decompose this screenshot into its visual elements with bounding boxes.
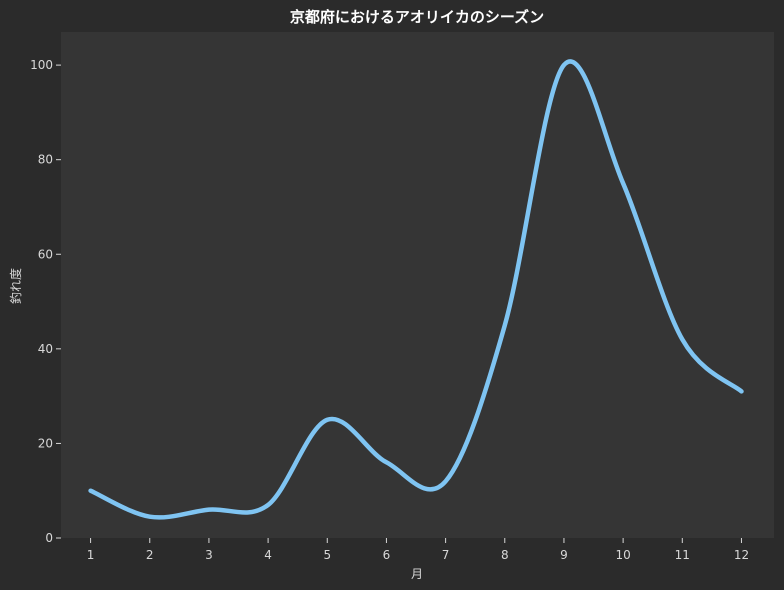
y-tick-label: 100 [30,58,53,72]
x-tick-label: 4 [264,548,272,562]
x-tick-label: 5 [323,548,331,562]
x-axis-label: 月 [411,567,423,581]
y-axis-label: 釣れ度 [8,268,23,304]
x-axis: 1 2 3 4 5 6 7 8 9 10 11 12 [87,538,749,562]
x-tick-label: 2 [146,548,154,562]
x-tick-label: 10 [615,548,630,562]
y-tick-label: 20 [38,436,53,450]
x-tick-label: 6 [383,548,391,562]
x-tick-label: 8 [501,548,509,562]
y-tick-label: 60 [38,247,53,261]
x-tick-label: 7 [442,548,450,562]
x-tick-label: 9 [560,548,568,562]
y-tick-label: 0 [45,531,53,545]
x-tick-label: 11 [675,548,690,562]
y-tick-label: 40 [38,342,53,356]
x-tick-label: 12 [734,548,749,562]
x-tick-label: 3 [205,548,213,562]
y-axis: 0 20 40 60 80 100 [30,58,61,545]
series-line [88,59,744,520]
chart-title: 京都府におけるアオリイカのシーズン [290,8,544,26]
y-tick-label: 80 [38,153,53,167]
x-tick-label: 1 [87,548,95,562]
plot-area [61,32,774,538]
